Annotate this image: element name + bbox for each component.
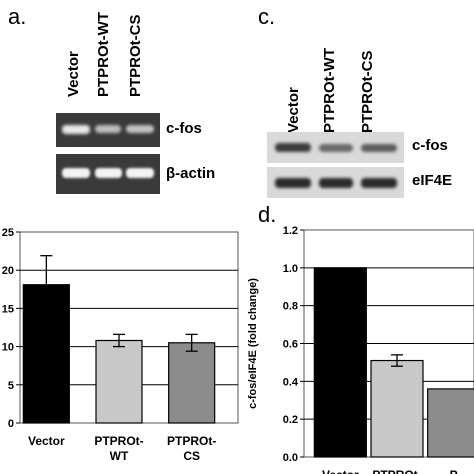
chart-d-xtick-line: PTPROt- (372, 468, 421, 474)
chart-d-bar (427, 388, 474, 458)
chart-b-xtick-line: WT (110, 449, 129, 463)
chart-d-xtick-label: PTPROt-WT (372, 468, 421, 474)
chart-d-ytick-label: 1.0 (283, 263, 298, 275)
panel-c-letter: c. (258, 4, 276, 29)
chart-b-xtick-line: CS (183, 449, 200, 463)
chart-d-xtick-line: Vector (322, 468, 359, 474)
chart-b-ytick-label: 0 (8, 418, 14, 430)
panel-a-lane-cs: PTPROt-CS (127, 14, 144, 98)
blot-eif4e (267, 167, 404, 198)
panel-c-lane-vector: Vector (285, 87, 302, 133)
panel-a-band-actin: β-actin (166, 165, 216, 182)
panel-a-band-cfos: c-fos (166, 120, 202, 137)
band-cfos-cs (126, 125, 154, 133)
chart-d-ytick-label: 0.2 (283, 414, 298, 426)
panel-d-letter: d. (258, 202, 277, 227)
blot-band-eif4e-vector (275, 178, 311, 188)
chart-b-ytick-label: 20 (2, 265, 14, 277)
chart-d-bar (370, 359, 424, 458)
chart-b-ytick-label: 25 (2, 227, 14, 239)
band-actin-cs (126, 168, 154, 178)
blot-band-eif4e-wt (319, 178, 353, 188)
chart-d-bar (313, 267, 367, 458)
blot-band-cfos-wt (319, 144, 353, 152)
chart-d-xtick-line: P (450, 468, 458, 474)
band-actin-wt (95, 168, 122, 178)
chart-b-xtick-label: PTPROt-CS (167, 434, 216, 463)
chart-d: 1.2 1.0 0.8 0.6 0.4 0.2 0.0 Vector PTPROt-WT Pc-f… (247, 225, 474, 474)
chart-b-bar (22, 284, 70, 424)
chart-b-ytick-label: 5 (8, 380, 14, 392)
gel-cfos (56, 113, 160, 147)
panel-c-lane-cs: PTPROt-CS (359, 50, 376, 134)
chart-d-xtick-label: P (450, 468, 458, 474)
chart-d-ytick-label: 1.2 (283, 225, 298, 237)
band-actin-vector (62, 168, 90, 178)
chart-b-xtick-label: Vector (28, 434, 65, 448)
band-cfos-vector (62, 125, 90, 134)
band-cfos-wt (95, 125, 121, 133)
panel-a-letter: a. (8, 4, 27, 29)
chart-b-xtick-line: Vector (28, 434, 65, 448)
chart-b-ytick-label: 15 (2, 303, 14, 315)
blot-band-cfos-vector (275, 143, 311, 152)
chart-d-ytick-label: 0.8 (283, 301, 298, 313)
chart-b-xtick-line: PTPROt- (167, 434, 216, 448)
chart-d-ytick-label: 0.6 (283, 339, 298, 351)
panel-c-band-eif4e: eIF4E (412, 172, 453, 189)
blot-band-eif4e-cs (361, 178, 397, 188)
chart-b-xtick-label: PTPROt-WT (94, 434, 143, 463)
chart-d-ytick-label: 0.4 (283, 376, 299, 388)
chart-b-ytick-label: 10 (2, 342, 14, 354)
panel-c-lane-wt: PTPROt-WT (321, 48, 338, 133)
chart-b-xtick-line: PTPROt- (94, 434, 143, 448)
chart-d-ylabel: c-fos/eIF4E (fold change) (247, 278, 259, 409)
chart-b-bar (95, 339, 143, 424)
blot-band-cfos-cs (361, 144, 397, 152)
panel-c-band-cfos: c-fos (412, 137, 448, 154)
chart-d-xtick-label: Vector (322, 468, 359, 474)
panel-a-lane-wt: PTPROt-WT (95, 12, 112, 97)
blot-cfos (267, 132, 404, 163)
panel-a-lane-vector: Vector (65, 51, 82, 97)
chart-d-ytick-label: 0.0 (283, 452, 298, 464)
chart-b-bar (168, 342, 216, 424)
gel-actin (56, 154, 160, 194)
